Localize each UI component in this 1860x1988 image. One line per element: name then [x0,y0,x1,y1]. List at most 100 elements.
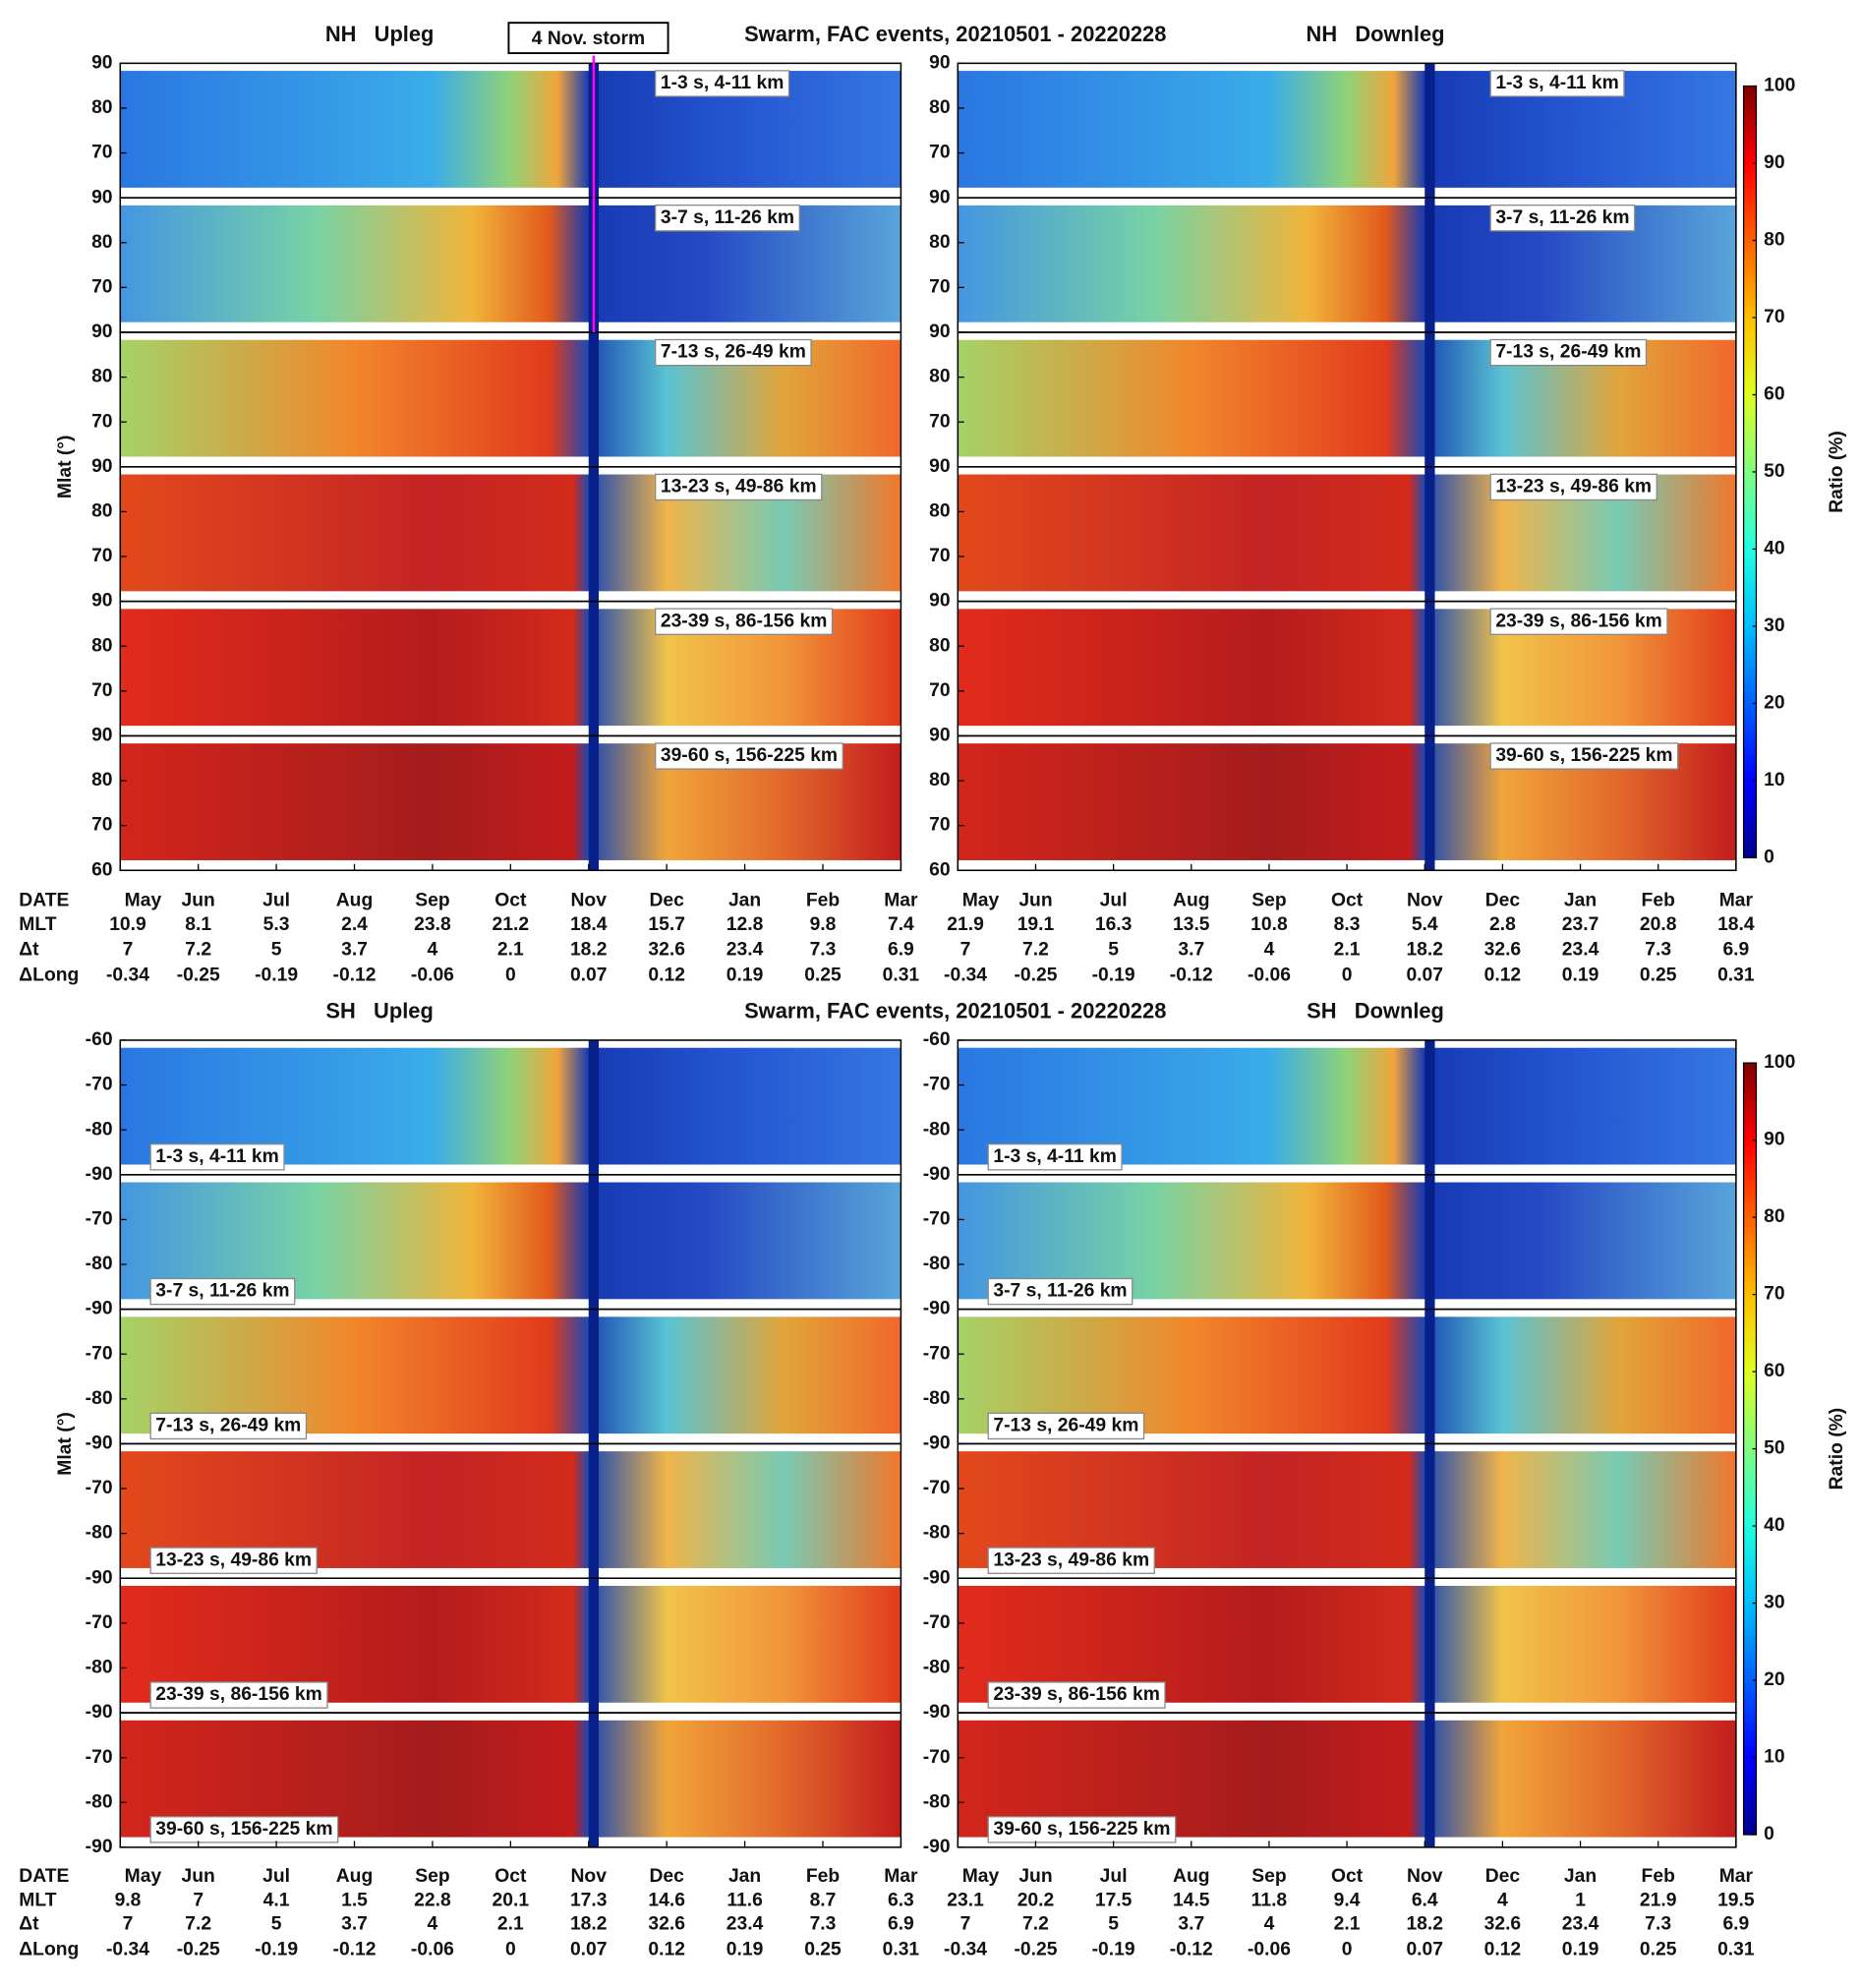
y-tick-label: -70 [86,1075,113,1095]
y-tick-label: -80 [923,1523,951,1544]
y-tick-label: -90 [86,1567,113,1588]
label-box [1489,608,1668,635]
row-value: 2.1 [1334,940,1361,961]
y-tick-label: 90 [929,52,950,73]
annotation: 4 Nov. storm [532,29,645,49]
y-tick-label: 80 [929,367,950,387]
y-tick-label: -90 [923,1433,951,1454]
label-box [987,1547,1155,1574]
colorbar-tick-label: 90 [1764,1130,1784,1150]
x-tick-label: Oct [1331,1866,1364,1887]
label-box [149,1547,318,1574]
label-box [987,1277,1133,1306]
panel-label: 23-39 s, 86-156 km [1495,611,1662,631]
row-value: 21.9 [947,914,984,935]
row-value: 2.1 [497,940,524,961]
row-value: -0.12 [333,1939,377,1959]
row-value: 23.4 [1562,940,1599,961]
y-tick-label: 70 [929,143,950,163]
row-value: 0.19 [1562,965,1599,985]
panel-label: 1-3 s, 4-11 km [661,73,785,93]
y-tick-label: -70 [923,1612,951,1633]
y-tick-label: -80 [86,1523,113,1544]
row-value: 8.7 [810,1890,837,1910]
row-value: -0.34 [106,965,149,985]
row-value: 0.25 [1640,965,1677,985]
y-tick-label: 90 [91,456,112,477]
row-value: -0.25 [177,1939,220,1959]
row-value: 6.9 [888,940,914,961]
colorbar-tick-label: 10 [1764,1747,1784,1768]
y-tick-label: -90 [923,1299,951,1319]
row-value: 32.6 [648,940,685,961]
row-value: 2.1 [1334,1914,1361,1935]
colorbar-label: Ratio (%) [1827,1408,1847,1491]
row-value: 32.6 [1484,1914,1522,1935]
colorbar-tick-label: 0 [1764,847,1774,867]
label-box [655,742,843,770]
label-box [149,1816,339,1843]
y-tick-label: 70 [91,815,112,836]
row-value: 18.2 [570,940,608,961]
y-tick-label: 60 [929,859,950,880]
row-value: 7.2 [185,940,211,961]
chart-title: SH Downleg [1307,998,1444,1023]
storm-band [588,601,600,736]
colorbar-tick-label: 90 [1764,152,1784,173]
y-tick-label: -80 [923,1388,951,1409]
y-tick-label: -80 [86,1119,113,1140]
storm-band [1424,466,1435,602]
row-value: 19.1 [1017,914,1055,935]
x-tick-label: Jun [1018,890,1052,910]
chart-subtitle: Swarm, FAC events, 20210501 - 20220228 [744,22,1166,46]
panel-label: 23-39 s, 86-156 km [993,1684,1160,1705]
row-value: 4 [1264,940,1275,961]
colorbar-tick-label: 10 [1764,770,1784,790]
y-tick-label: -70 [923,1343,951,1364]
row-value: 16.3 [1095,914,1133,935]
row-value: 1.5 [341,1890,368,1910]
chart-title: NH Downleg [1307,22,1445,46]
panel-label: 23-39 s, 86-156 km [661,611,828,631]
row-value: 3.7 [341,940,368,961]
row-label: ΔLong [19,965,79,985]
row-value: 0 [505,1939,516,1959]
row-value: 3.7 [341,1914,368,1935]
x-tick-label: Jan [728,1866,761,1887]
y-tick-label: 90 [91,52,112,73]
storm-band [1424,1039,1435,1175]
label-box [1489,473,1657,501]
panel-label: 39-60 s, 156-225 km [1495,745,1672,766]
colorbar-tick-label: 30 [1764,615,1784,636]
x-tick-label: Sep [1251,890,1286,910]
x-tick-label: Mar [884,890,918,910]
storm-band [588,1713,600,1847]
row-value: 23.8 [414,914,451,935]
colorbar-tick-label: 20 [1764,1669,1784,1690]
y-tick-label: -70 [86,1747,113,1768]
x-tick-label: Nov [1407,890,1443,910]
x-tick-label: Jan [728,890,761,910]
y-tick-label: 80 [929,501,950,522]
panel-label: 7-13 s, 26-49 km [661,342,806,363]
row-value: 23.4 [1562,1914,1599,1935]
chart-title: SH Upleg [325,998,433,1023]
row-value: 14.5 [1173,1890,1210,1910]
row-value: 17.3 [570,1890,608,1910]
row-value: -0.25 [177,965,220,985]
panel-label: 39-60 s, 156-225 km [993,1819,1170,1840]
y-tick-label: -90 [86,1433,113,1454]
y-tick-label: 80 [91,770,112,790]
label-box [655,70,790,97]
y-tick-label: 70 [929,276,950,297]
row-value: -0.19 [255,965,298,985]
x-tick-label: Mar [1719,890,1754,910]
row-label: MLT [19,1890,56,1910]
y-axis-label: Mlat (°) [55,436,76,499]
row-value: -0.19 [255,1939,298,1959]
y-tick-label: 70 [91,546,112,566]
row-value: -0.06 [411,1939,454,1959]
x-tick-label: Feb [806,890,840,910]
y-tick-label: 90 [91,322,112,342]
panel-label: 13-23 s, 49-86 km [661,476,817,497]
